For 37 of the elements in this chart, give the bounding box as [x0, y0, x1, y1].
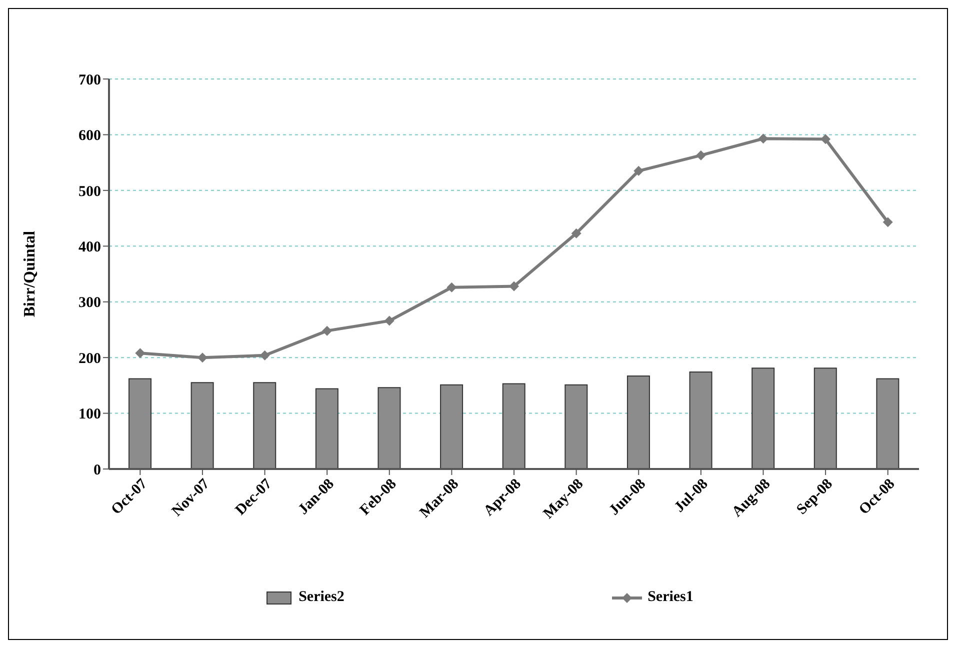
bar [253, 382, 276, 469]
y-tick-label: 400 [78, 239, 101, 256]
point [384, 316, 394, 326]
bar [315, 388, 338, 469]
bar [440, 384, 464, 469]
bar [128, 378, 152, 469]
bar [564, 384, 588, 469]
y-tick-label: 600 [78, 128, 101, 144]
bar [752, 368, 775, 469]
bar [626, 375, 650, 469]
point [882, 217, 893, 228]
point [696, 150, 706, 160]
bar [190, 382, 214, 469]
y-axis-title: Birr/Quintal [22, 230, 39, 318]
point [820, 134, 831, 144]
y-tick-label: 100 [78, 406, 101, 423]
legend-label: Series1 [648, 589, 694, 606]
point [571, 228, 582, 238]
point [322, 326, 332, 336]
bar [378, 387, 401, 469]
point [634, 166, 644, 176]
bar [876, 378, 900, 469]
bar [502, 383, 526, 469]
y-tick-label: 500 [78, 184, 101, 200]
point [260, 350, 270, 360]
y-tick-label: 200 [78, 350, 101, 367]
point [446, 282, 457, 292]
point [197, 352, 208, 363]
point [758, 134, 768, 144]
bar [814, 368, 837, 469]
y-tick-label: 0 [94, 462, 101, 478]
point [509, 281, 519, 292]
point [135, 348, 146, 358]
y-tick-label: 700 [78, 72, 101, 88]
bar [689, 372, 712, 469]
legend-label: Series2 [298, 589, 344, 606]
y-tick-label: 300 [78, 295, 101, 312]
